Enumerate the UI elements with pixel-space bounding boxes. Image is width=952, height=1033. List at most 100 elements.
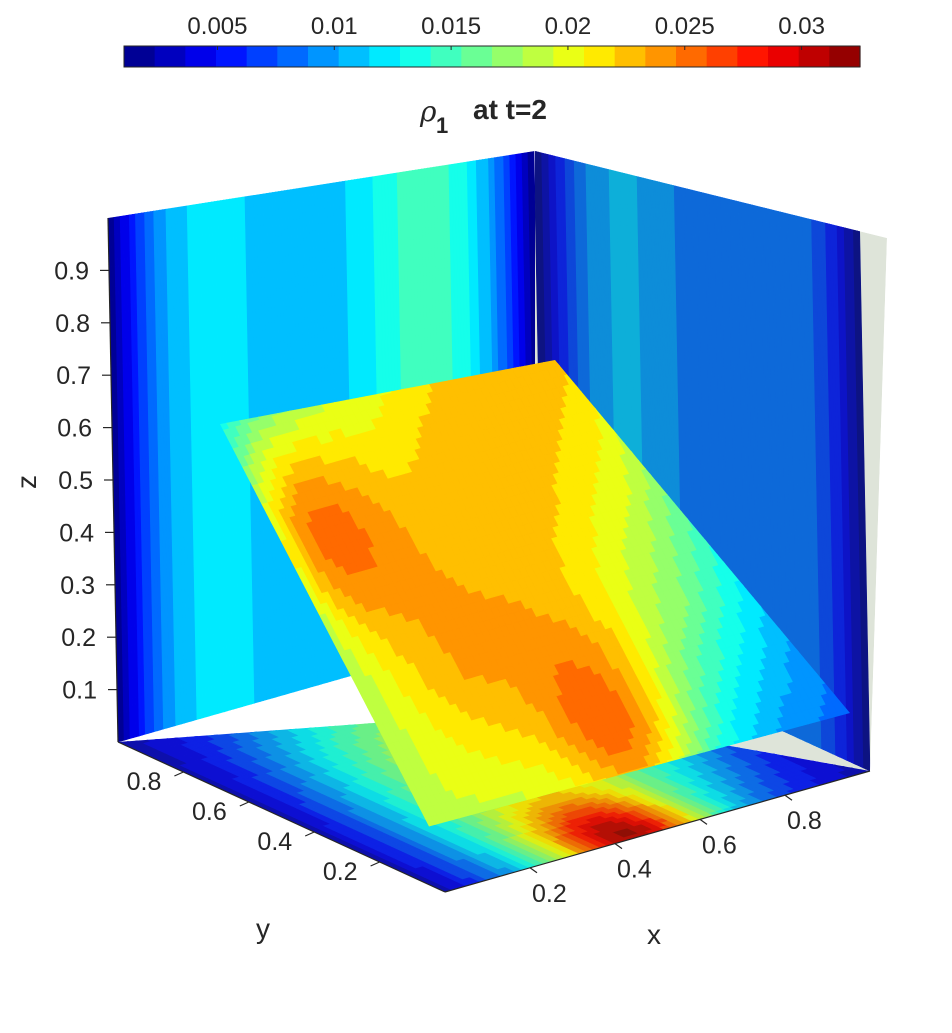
slice-cell	[264, 717, 280, 724]
slice-cell	[305, 711, 320, 716]
slice-cell	[261, 151, 277, 699]
slice-cell	[290, 703, 303, 708]
slice-cell	[278, 703, 291, 708]
slice-cell	[255, 711, 270, 714]
slice-cell	[313, 693, 326, 698]
colorbar-level	[829, 46, 861, 67]
slice-cell	[239, 716, 254, 723]
slice-cell	[249, 726, 264, 732]
slice-cell	[343, 711, 358, 717]
slice-cell	[126, 201, 137, 212]
slice-cell	[243, 711, 258, 714]
slice-cell	[327, 720, 342, 726]
colorbar-level	[246, 46, 278, 67]
slice-cell	[275, 722, 290, 729]
slice-cell	[284, 716, 299, 722]
slice-cell	[291, 714, 306, 720]
slice-cell	[340, 689, 353, 694]
slice-cell	[191, 726, 207, 732]
slice-cell	[306, 695, 319, 700]
slice-cell	[150, 194, 161, 205]
slice-cell	[302, 719, 317, 725]
slice-cell	[162, 190, 173, 201]
slice-cell	[214, 715, 229, 722]
slice-cell	[318, 711, 333, 716]
slice-cell	[213, 151, 228, 713]
slice-cell	[323, 713, 338, 719]
title-text: at t=2	[473, 94, 547, 125]
slice-cell	[266, 713, 281, 719]
colorbar-tick-label: 0.01	[311, 13, 358, 40]
slice-cell	[312, 711, 328, 714]
slice-cell	[250, 711, 265, 712]
slice-cell	[316, 715, 331, 721]
slice-cell	[304, 714, 319, 720]
slice-cell	[347, 703, 360, 708]
slice-cell	[311, 712, 326, 718]
slice-cell	[132, 199, 143, 210]
slice-cell	[216, 727, 232, 733]
slice-cell	[331, 696, 344, 701]
slice-cell	[344, 696, 357, 701]
slice-cell	[525, 151, 535, 624]
slice-cell	[303, 704, 316, 709]
slice-cell	[296, 706, 309, 711]
slice-cell	[172, 728, 187, 734]
slice-cell	[330, 711, 345, 717]
slice-cell	[190, 731, 205, 737]
colorbar-level	[798, 46, 830, 67]
colorbar-level	[706, 46, 738, 67]
slice-cell	[198, 724, 214, 730]
slice-cell	[342, 701, 355, 706]
slice-cell	[301, 692, 314, 697]
slice-cell	[279, 698, 292, 703]
slice-cell	[298, 712, 313, 718]
slice-cell	[218, 722, 233, 729]
slice-cell	[324, 698, 337, 703]
colorbar-level	[676, 46, 708, 67]
slice-cell	[293, 694, 306, 699]
colorbar-level	[492, 46, 524, 67]
slice-cell	[308, 706, 321, 711]
slice-cell	[271, 715, 287, 722]
colorbar-level	[185, 46, 217, 67]
slice-cell	[296, 716, 312, 723]
slice-cell	[337, 698, 350, 703]
slice-cell	[325, 711, 340, 714]
slice-cell	[144, 195, 155, 206]
slice-cell	[264, 151, 280, 698]
slice-cell	[268, 724, 283, 731]
slice-cell	[348, 714, 363, 720]
slice-cell	[210, 151, 225, 713]
slice-cell	[243, 723, 258, 730]
slice-cell	[315, 704, 328, 709]
slice-cell	[282, 720, 298, 727]
slice-cell	[287, 711, 302, 713]
colorbar-tick-label: 0.03	[778, 13, 825, 40]
slice-cell	[320, 691, 333, 696]
slice-cell	[245, 719, 260, 725]
colorbar-level	[584, 46, 616, 67]
slice-cell	[349, 699, 362, 704]
slice-cell	[221, 713, 236, 720]
slice-cell	[273, 711, 288, 717]
colorbar-level	[737, 46, 769, 67]
slice-cell	[271, 705, 284, 710]
colorbar-level	[553, 46, 585, 67]
colorbar-tick-label: 0.015	[421, 13, 481, 40]
slice-cell	[184, 728, 199, 734]
slice-cell	[286, 711, 301, 718]
slice-cell	[338, 694, 351, 699]
slice-cell	[354, 716, 369, 722]
slice-cell	[211, 724, 226, 731]
title-symbol: ρ	[419, 95, 437, 128]
slice-cell	[262, 711, 277, 712]
colorbar-level	[154, 46, 186, 67]
slice-cell	[207, 717, 222, 724]
slice-cell	[213, 720, 228, 726]
colorbar-ticks: 0.005 0.01 0.015 0.02 0.025 0.03	[187, 13, 825, 50]
slice-cell	[223, 725, 239, 731]
slice-cell	[232, 718, 247, 725]
slice-cell	[288, 723, 303, 729]
